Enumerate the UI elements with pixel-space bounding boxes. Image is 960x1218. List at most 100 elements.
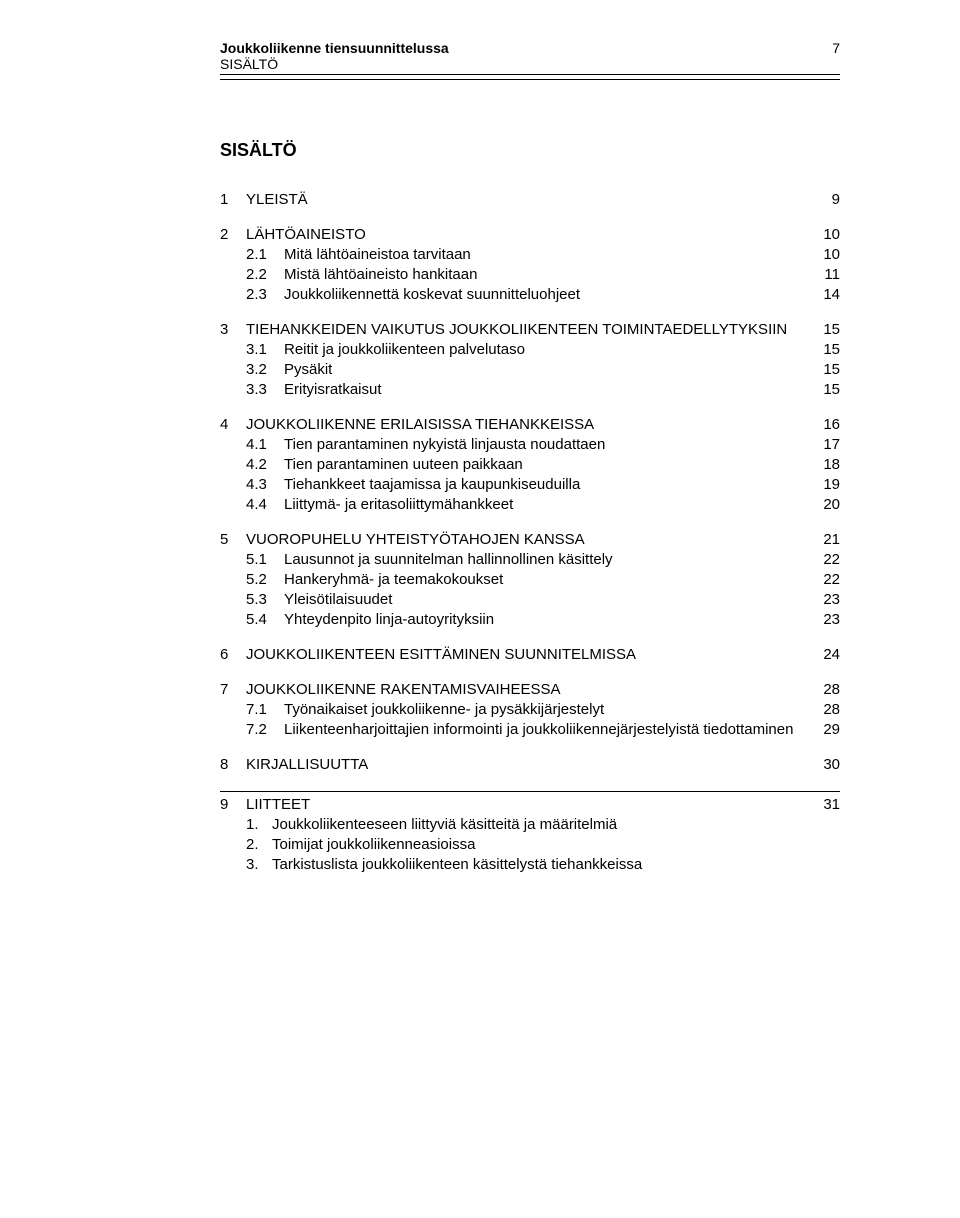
toc-sub-row: 2.2Mistä lähtöaineisto hankitaan11 bbox=[220, 266, 840, 283]
toc-section-label: VUOROPUHELU YHTEISTYÖTAHOJEN KANSSA bbox=[246, 531, 812, 548]
toc-sub-number: 3.1 bbox=[246, 341, 284, 358]
toc-sub-page: 29 bbox=[812, 721, 840, 738]
toc-section-label: JOUKKOLIIKENTEEN ESITTÄMINEN SUUNNITELMI… bbox=[246, 646, 812, 663]
toc-sub-page: 20 bbox=[812, 496, 840, 513]
toc-sub-label: Tien parantaminen nykyistä linjausta nou… bbox=[284, 436, 812, 453]
toc-sub-number: 3.3 bbox=[246, 381, 284, 398]
toc-sub-row: 4.4Liittymä- ja eritasoliittymähankkeet2… bbox=[220, 496, 840, 513]
toc-sub-label: Lausunnot ja suunnitelman hallinnollinen… bbox=[284, 551, 812, 568]
toc-section-page: 10 bbox=[812, 226, 840, 243]
toc-appendix-label: Toimijat joukkoliikenneasioissa bbox=[272, 836, 840, 853]
toc-section-row: 7JOUKKOLIIKENNE RAKENTAMISVAIHEESSA28 bbox=[220, 681, 840, 698]
toc-sub-label: Hankeryhmä- ja teemakokoukset bbox=[284, 571, 812, 588]
toc-sub-page: 23 bbox=[812, 591, 840, 608]
toc-sub-label: Työnaikaiset joukkoliikenne- ja pysäkkij… bbox=[284, 701, 812, 718]
toc-section: 7JOUKKOLIIKENNE RAKENTAMISVAIHEESSA287.1… bbox=[220, 681, 840, 738]
header-page-number: 7 bbox=[832, 40, 840, 56]
toc-sub-number: 5.4 bbox=[246, 611, 284, 628]
toc-section-number: 5 bbox=[220, 531, 246, 548]
toc-sub-label: Reitit ja joukkoliikenteen palvelutaso bbox=[284, 341, 812, 358]
toc-sub-page: 23 bbox=[812, 611, 840, 628]
toc-sub-number: 5.3 bbox=[246, 591, 284, 608]
toc-sub-number: 7.1 bbox=[246, 701, 284, 718]
toc-appendix-number: 2. bbox=[246, 836, 272, 853]
toc-sub-page: 19 bbox=[812, 476, 840, 493]
toc-section: 1YLEISTÄ9 bbox=[220, 191, 840, 208]
toc-sub-label: Tiehankkeet taajamissa ja kaupunkiseudui… bbox=[284, 476, 812, 493]
toc-sub-row: 5.3Yleisötilaisuudet23 bbox=[220, 591, 840, 608]
toc-sub-number: 5.2 bbox=[246, 571, 284, 588]
header-title: Joukkoliikenne tiensuunnittelussa bbox=[220, 40, 449, 56]
toc-section-label: LIITTEET bbox=[246, 796, 812, 813]
toc-sub-page: 22 bbox=[812, 551, 840, 568]
toc-sub-label: Pysäkit bbox=[284, 361, 812, 378]
toc-sub-number: 4.4 bbox=[246, 496, 284, 513]
toc-sub-page: 28 bbox=[812, 701, 840, 718]
toc-section-row: 6JOUKKOLIIKENTEEN ESITTÄMINEN SUUNNITELM… bbox=[220, 646, 840, 663]
document-page: Joukkoliikenne tiensuunnittelussa SISÄLT… bbox=[0, 0, 960, 916]
toc-section-label: JOUKKOLIIKENNE RAKENTAMISVAIHEESSA bbox=[246, 681, 812, 698]
header-subtitle: SISÄLTÖ bbox=[220, 56, 449, 72]
toc-section-label: LÄHTÖAINEISTO bbox=[246, 226, 812, 243]
toc-sub-label: Yhteydenpito linja-autoyrityksiin bbox=[284, 611, 812, 628]
toc-section-number: 9 bbox=[220, 796, 246, 813]
header-rule-top bbox=[220, 74, 840, 75]
toc-section-row: 9LIITTEET31 bbox=[220, 796, 840, 813]
toc-section-number: 3 bbox=[220, 321, 246, 338]
toc-section-page: 24 bbox=[812, 646, 840, 663]
toc-sub-page: 14 bbox=[812, 286, 840, 303]
toc-section-page: 15 bbox=[812, 321, 840, 338]
toc-section-number: 6 bbox=[220, 646, 246, 663]
toc-section: 6JOUKKOLIIKENTEEN ESITTÄMINEN SUUNNITELM… bbox=[220, 646, 840, 663]
toc-section: 5VUOROPUHELU YHTEISTYÖTAHOJEN KANSSA21 5.… bbox=[220, 531, 840, 628]
toc-appendix-label: Joukkoliikenteeseen liittyviä käsitteitä… bbox=[272, 816, 840, 833]
toc-section-label: KIRJALLISUUTTA bbox=[246, 756, 812, 773]
toc-sub-page: 10 bbox=[812, 246, 840, 263]
toc-section-page: 16 bbox=[812, 416, 840, 433]
toc-section-number: 7 bbox=[220, 681, 246, 698]
toc-section: 2LÄHTÖAINEISTO102.1Mitä lähtöaineistoa t… bbox=[220, 226, 840, 303]
toc-appendix-number: 3. bbox=[246, 856, 272, 873]
toc-appendix-number: 1. bbox=[246, 816, 272, 833]
toc-section-row: 8KIRJALLISUUTTA30 bbox=[220, 756, 840, 773]
toc-sub-label: Liikenteenharjoittajien informointi ja j… bbox=[284, 721, 812, 738]
toc-sub-number: 3.2 bbox=[246, 361, 284, 378]
toc-section-number: 1 bbox=[220, 191, 246, 208]
toc-sub-label: Erityisratkaisut bbox=[284, 381, 812, 398]
toc-section-page: 31 bbox=[812, 796, 840, 813]
toc-section-number: 4 bbox=[220, 416, 246, 433]
toc-sub-page: 11 bbox=[812, 266, 840, 283]
toc-sub-label: Mitä lähtöaineistoa tarvitaan bbox=[284, 246, 812, 263]
toc-sub-page: 15 bbox=[812, 341, 840, 358]
header-rule-bottom bbox=[220, 79, 840, 80]
toc-sub-label: Mistä lähtöaineisto hankitaan bbox=[284, 266, 812, 283]
toc-section: 4JOUKKOLIIKENNE ERILAISISSA TIEHANKKEISS… bbox=[220, 416, 840, 513]
toc-sub-row: 5.2Hankeryhmä- ja teemakokoukset22 bbox=[220, 571, 840, 588]
page-header: Joukkoliikenne tiensuunnittelussa SISÄLT… bbox=[220, 40, 840, 72]
toc-sub-number: 5.1 bbox=[246, 551, 284, 568]
toc-sub-label: Tien parantaminen uuteen paikkaan bbox=[284, 456, 812, 473]
toc-section-page: 21 bbox=[812, 531, 840, 548]
toc-sub-number: 4.2 bbox=[246, 456, 284, 473]
toc-sub-row: 3.3Erityisratkaisut15 bbox=[220, 381, 840, 398]
toc-section-row: 1YLEISTÄ9 bbox=[220, 191, 840, 208]
toc-section: 3TIEHANKKEIDEN VAIKUTUS JOUKKOLIIKENTEEN… bbox=[220, 321, 840, 398]
toc-sub-row: 4.2Tien parantaminen uuteen paikkaan18 bbox=[220, 456, 840, 473]
toc-appendix-row: 1.Joukkoliikenteeseen liittyviä käsittei… bbox=[220, 816, 840, 833]
toc-sub-row: 3.2Pysäkit15 bbox=[220, 361, 840, 378]
toc-sub-number: 2.3 bbox=[246, 286, 284, 303]
toc-appendix-row: 3.Tarkistuslista joukkoliikenteen käsitt… bbox=[220, 856, 840, 873]
toc-sub-row: 7.1Työnaikaiset joukkoliikenne- ja pysäk… bbox=[220, 701, 840, 718]
toc-section-number: 2 bbox=[220, 226, 246, 243]
toc-sub-number: 7.2 bbox=[246, 721, 284, 738]
toc-appendix-row: 2.Toimijat joukkoliikenneasioissa bbox=[220, 836, 840, 853]
toc-sub-row: 2.3Joukkoliikennettä koskevat suunnittel… bbox=[220, 286, 840, 303]
toc-title: SISÄLTÖ bbox=[220, 140, 840, 161]
toc-appendix-label: Tarkistuslista joukkoliikenteen käsittel… bbox=[272, 856, 840, 873]
toc-sub-number: 4.3 bbox=[246, 476, 284, 493]
toc-sub-label: Yleisötilaisuudet bbox=[284, 591, 812, 608]
toc-section: 9LIITTEET31 1.Joukkoliikenteeseen liittyv… bbox=[220, 791, 840, 873]
toc-section: 8KIRJALLISUUTTA30 bbox=[220, 756, 840, 773]
toc-sub-row: 7.2Liikenteenharjoittajien informointi j… bbox=[220, 721, 840, 738]
toc-section-label: JOUKKOLIIKENNE ERILAISISSA TIEHANKKEISSA bbox=[246, 416, 812, 433]
